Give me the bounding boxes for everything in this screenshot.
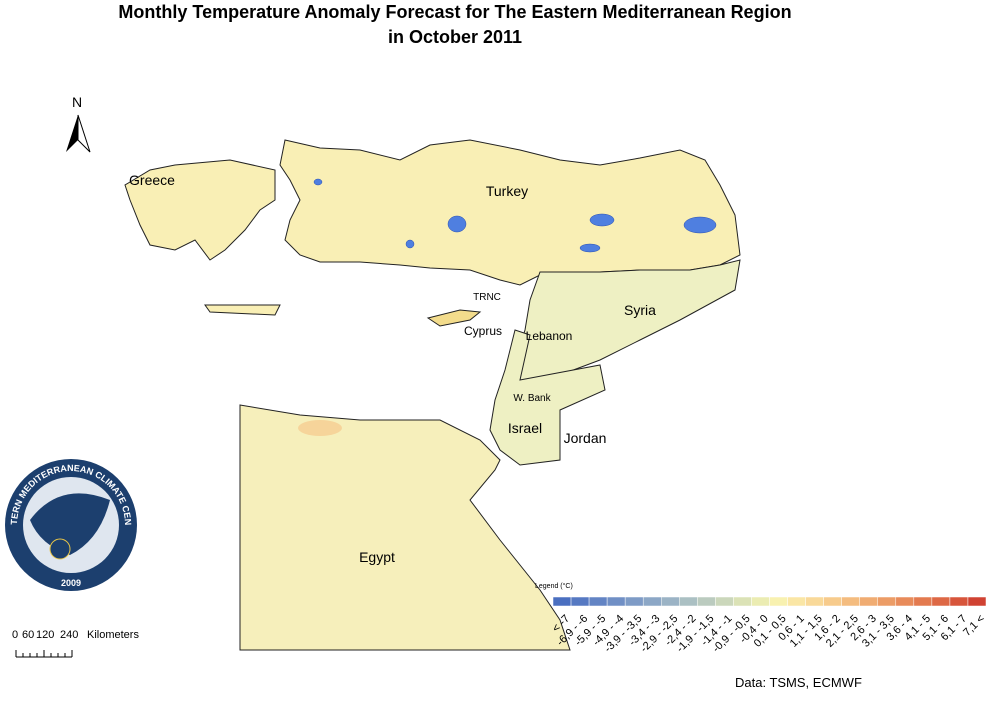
place-label: TRNC bbox=[473, 292, 501, 303]
legend-swatch bbox=[877, 596, 897, 607]
legend-swatch bbox=[769, 596, 788, 607]
scale-bar: 0 60 120 240 Kilometers bbox=[12, 629, 139, 658]
legend-swatch bbox=[624, 596, 644, 607]
legend-swatch bbox=[679, 596, 698, 607]
legend-swatch bbox=[805, 596, 824, 607]
logo-name: EASTERN MEDITERRANEAN CLIMATE CENTRE bbox=[0, 0, 133, 525]
legend-swatch bbox=[697, 596, 716, 607]
scale-unit: Kilometers bbox=[87, 629, 139, 641]
place-label: Jordan bbox=[564, 430, 607, 446]
legend-swatch bbox=[949, 596, 969, 607]
north-label: N bbox=[72, 94, 82, 110]
title: Monthly Temperature Anomaly Forecast for… bbox=[118, 2, 791, 22]
legend-swatch bbox=[733, 596, 752, 607]
scale-tick: 60 bbox=[22, 629, 34, 641]
place-label: Cyprus bbox=[464, 324, 502, 338]
place-label: Egypt bbox=[359, 549, 395, 565]
title: in October 2011 bbox=[388, 27, 522, 47]
data-source: Data: TSMS, ECMWF bbox=[735, 675, 862, 690]
scale-tick: 0 bbox=[12, 629, 18, 641]
logo: EASTERN MEDITERRANEAN CLIMATE CENTRE 200… bbox=[0, 0, 137, 591]
logo-name: EASTERN MEDITERRANEAN CLIMATE CENTRE bbox=[0, 0, 133, 525]
legend-swatch bbox=[913, 596, 933, 607]
legend-swatch bbox=[931, 596, 951, 607]
place-label: Turkey bbox=[486, 183, 528, 199]
legend-swatch bbox=[823, 596, 842, 607]
scale-tick: 240 bbox=[60, 629, 78, 641]
legend-label: 7,1 < bbox=[961, 613, 986, 639]
legend-swatch bbox=[751, 596, 770, 607]
legend-swatch bbox=[661, 596, 680, 607]
legend-swatch bbox=[787, 596, 806, 607]
legend: Legend (°C) < -7-6,9 - -6-5,9 - -5-4,9 -… bbox=[535, 582, 986, 655]
legend-swatch bbox=[967, 596, 986, 607]
north-arrow: N bbox=[66, 94, 91, 153]
legend-swatch bbox=[715, 596, 734, 607]
legend-swatch bbox=[642, 596, 662, 607]
legend-swatch bbox=[588, 596, 608, 607]
place-label: W. Bank bbox=[513, 393, 551, 404]
scale-tick: 120 bbox=[36, 629, 54, 641]
place-label: Israel bbox=[508, 420, 542, 436]
map: Greece Turkey TRNC Cyprus Syria Lebanon … bbox=[124, 139, 741, 651]
legend-swatch bbox=[895, 596, 915, 607]
legend-swatch bbox=[606, 596, 626, 607]
place-label: Lebanon bbox=[526, 329, 573, 343]
legend-swatch bbox=[841, 596, 860, 607]
legend-title: Legend (°C) bbox=[535, 582, 573, 590]
legend-swatch bbox=[859, 596, 878, 607]
logo-year: 2009 bbox=[61, 578, 81, 588]
legend-swatch bbox=[570, 596, 590, 607]
place-label: Syria bbox=[624, 302, 656, 318]
legend-swatch bbox=[552, 596, 572, 607]
place-label: Greece bbox=[129, 172, 175, 188]
